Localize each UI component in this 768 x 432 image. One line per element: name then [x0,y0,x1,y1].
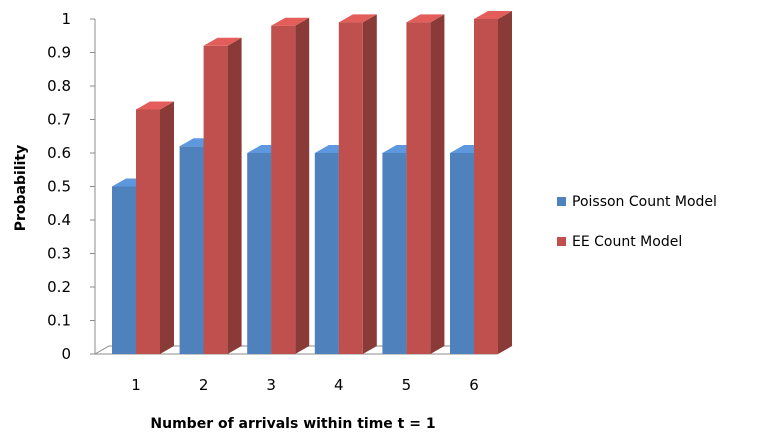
bar-side-face [498,11,512,354]
bar-front-face [203,45,228,355]
bar-top-face [474,11,512,19]
chart-tick-labels: 0 0.1 0.2 0.3 0.4 0.5 0.6 0.7 0.8 0.9 1 1 2 3 4 5 6 [47,10,479,394]
bar-top-face [271,17,310,26]
x-axis-title: Number of arrivals within time t = 1 [150,416,435,432]
x-tick-label: 4 [334,376,344,394]
y-tick-label: 0.3 [47,245,71,263]
bar-ee-4 [338,14,377,354]
bar-ee-6 [474,11,512,354]
legend-item-poisson: Poisson Count Model [557,194,717,210]
y-tick-label: 1 [61,10,71,28]
bar-top-face [338,14,377,23]
bar-front-face [112,186,136,354]
bar-front-face [179,146,204,354]
y-tick-label: 0.7 [47,111,71,129]
bar-ee-3 [271,17,310,354]
bar-ee-5 [406,14,445,354]
bar-side-face [295,17,310,354]
bar-top-face [406,14,445,23]
bar-front-face [406,22,431,354]
bar-front-face [338,22,363,354]
y-tick-label: 0.5 [47,178,71,196]
bar-side-face [160,101,174,354]
y-tick-label: 0.1 [47,312,71,330]
bar-side-face [430,14,445,354]
bar-front-face [136,109,160,354]
bar-front-face [474,19,498,354]
bar-front-face [271,25,296,354]
x-tick-label: 1 [131,376,141,394]
y-tick-label: 0.4 [47,211,71,229]
x-tick-label: 2 [199,376,209,394]
bar-top-face [203,37,242,46]
bar-front-face [450,153,474,354]
bar-front-face [314,153,339,354]
x-tick-label: 3 [266,376,276,394]
legend: Poisson Count Model EE Count Model [557,194,717,250]
y-tick-label: 0.6 [47,144,71,162]
y-tick-label: 0 [61,345,71,363]
legend-item-ee: EE Count Model [557,234,682,250]
legend-label-poisson: Poisson Count Model [572,194,717,210]
y-tick-label: 0.8 [47,77,71,95]
bar-ee-2 [203,37,242,355]
x-tick-label: 6 [469,376,479,394]
y-tick-label: 0.9 [47,44,71,62]
legend-label-ee: EE Count Model [572,234,682,250]
y-tick-label: 0.2 [47,278,71,296]
bar-side-face [227,37,242,355]
bar-front-face [382,153,407,354]
bar-ee-1 [136,101,174,354]
chart-bars [112,11,512,355]
bar-front-face [247,153,272,354]
y-axis-title: Probability [13,145,29,232]
legend-swatch-poisson [557,197,566,206]
legend-swatch-ee [557,237,566,246]
bar-top-face [136,101,174,110]
x-tick-label: 5 [402,376,412,394]
bar-side-face [362,14,377,354]
